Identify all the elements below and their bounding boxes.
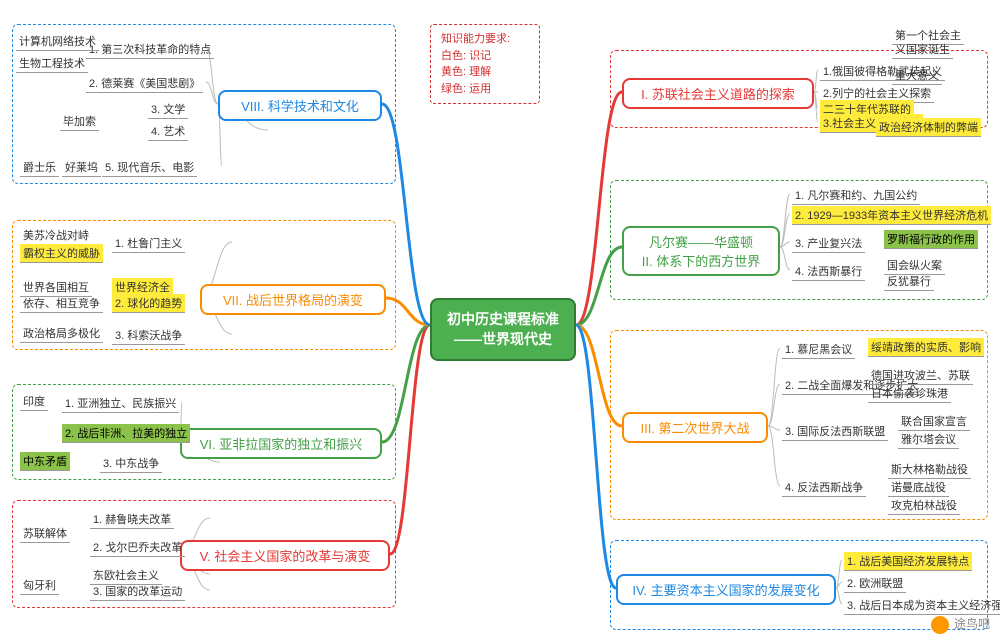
watermark-text: 途鸟吧 xyxy=(954,617,990,631)
legend-row: 白色: 识记 xyxy=(441,48,529,65)
leaf-item: 联合国家宣言 xyxy=(898,412,970,431)
leaf-item: 好莱坞 xyxy=(62,158,101,177)
watermark: 途鸟吧 xyxy=(931,615,990,634)
legend-row: 黄色: 理解 xyxy=(441,64,529,81)
leaf-item: 生物工程技术 xyxy=(16,54,88,73)
leaf-item: 攻克柏林战役 xyxy=(888,496,960,515)
leaf-item: 斯大林格勒战役 xyxy=(888,460,971,479)
leaf-item: 政治经济体制的弊端 xyxy=(876,118,981,137)
center-line1: 初中历史课程标准 xyxy=(446,310,560,330)
leaf-item: 印度 xyxy=(20,392,48,411)
leaf-item: 绥靖政策的实质、影响 xyxy=(868,338,984,357)
branch-III: III. 第二次世界大战 xyxy=(622,412,768,443)
leaf-item: 义国家诞生 xyxy=(892,40,953,59)
leaf-item: 霸权主义的威胁 xyxy=(20,244,103,263)
leaf-item: 雅尔塔会议 xyxy=(898,430,959,449)
sub-item: 3. 战后日本成为资本主义经济强国 xyxy=(844,596,1000,615)
sub-item: 4. 法西斯暴行 xyxy=(792,262,865,281)
sub-item: 5. 现代音乐、电影 xyxy=(102,158,197,177)
sub-item: 3. 科索沃战争 xyxy=(112,326,185,345)
leaf-item: 计算机网络技术 xyxy=(16,32,99,51)
branch-V: V. 社会主义国家的改革与演变 xyxy=(180,540,390,571)
center-node: 初中历史课程标准 ——世界现代史 xyxy=(430,298,576,361)
branch-VI: VI. 亚非拉国家的独立和振兴 xyxy=(180,428,382,459)
leaf-item: 反犹暴行 xyxy=(884,272,934,291)
legend-box: 知识能力要求: 白色: 识记 黄色: 理解 绿色: 运用 xyxy=(430,24,540,104)
leaf-item: 匈牙利 xyxy=(20,576,59,595)
sub-item: 1. 赫鲁晓夫改革 xyxy=(90,510,174,529)
center-line2: ——世界现代史 xyxy=(446,330,560,350)
sub-item: 4. 反法西斯战争 xyxy=(782,478,866,497)
sub-item: 2. 戈尔巴乔夫改革 xyxy=(90,538,185,557)
leaf-item: 爵士乐 xyxy=(20,158,59,177)
leaf-item: 政治格局多极化 xyxy=(20,324,103,343)
sub-item: 3. 文学 xyxy=(148,100,188,119)
leaf-item: 毕加索 xyxy=(60,112,99,131)
leaf-item: 罗斯福行政的作用 xyxy=(884,230,978,249)
sub-item: 2. 德莱赛《美国悲剧》 xyxy=(86,74,203,93)
sub-item: 2. 1929—1933年资本主义世界经济危机 xyxy=(792,206,991,225)
leaf-item: 日本偷袭珍珠港 xyxy=(868,384,951,403)
branch-VIII: VIII. 科学技术和文化 xyxy=(218,90,382,121)
leaf-item: 苏联解体 xyxy=(20,524,70,543)
sub-item: 3. 产业复兴法 xyxy=(792,234,865,253)
sub-item: 1. 慕尼黑会议 xyxy=(782,340,855,359)
legend-title: 知识能力要求: xyxy=(441,31,529,48)
legend-row: 绿色: 运用 xyxy=(441,81,529,98)
leaf-item: 中东矛盾 xyxy=(20,452,70,471)
sub-item: 1. 第三次科技革命的特点 xyxy=(86,40,214,59)
sub-item: 1. 战后美国经济发展特点 xyxy=(844,552,972,571)
sub-item: 2. 战后非洲、拉美的独立 xyxy=(62,424,190,443)
logo-icon xyxy=(931,616,949,634)
branch-IV: IV. 主要资本主义国家的发展变化 xyxy=(616,574,836,605)
leaf-item: 诺曼底战役 xyxy=(888,478,949,497)
sub-item: 4. 艺术 xyxy=(148,122,188,141)
sub-item: 2. 欧洲联盟 xyxy=(844,574,906,593)
sub-item: 3. 国际反法西斯联盟 xyxy=(782,422,888,441)
sub-item: 1. 亚洲独立、民族振兴 xyxy=(62,394,179,413)
leaf-item: 美苏冷战对峙 xyxy=(20,226,92,245)
sub-item: 2. 球化的趋势 xyxy=(112,294,185,313)
leaf-item: 德国进攻波兰、苏联 xyxy=(868,366,973,385)
sub-item: 3. 中东战争 xyxy=(100,454,162,473)
leaf-item: 依存、相互竞争 xyxy=(20,294,103,313)
branch-II: 凡尔赛——华盛顿II. 体系下的西方世界 xyxy=(622,226,780,276)
sub-item: 1. 杜鲁门主义 xyxy=(112,234,185,253)
leaf-item: 重大意义 xyxy=(892,66,942,85)
sub-item: 1. 凡尔赛和约、九国公约 xyxy=(792,186,920,205)
sub-item: 3. 国家的改革运动 xyxy=(90,582,185,601)
branch-I: I. 苏联社会主义道路的探索 xyxy=(622,78,814,109)
branch-VII: VII. 战后世界格局的演变 xyxy=(200,284,386,315)
